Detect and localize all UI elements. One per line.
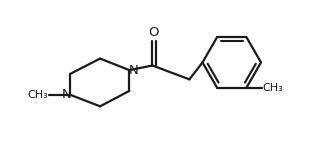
Text: O: O	[149, 26, 159, 38]
Text: N: N	[61, 88, 71, 101]
Text: CH₃: CH₃	[27, 90, 48, 100]
Text: N: N	[128, 64, 138, 77]
Text: CH₃: CH₃	[262, 83, 283, 93]
